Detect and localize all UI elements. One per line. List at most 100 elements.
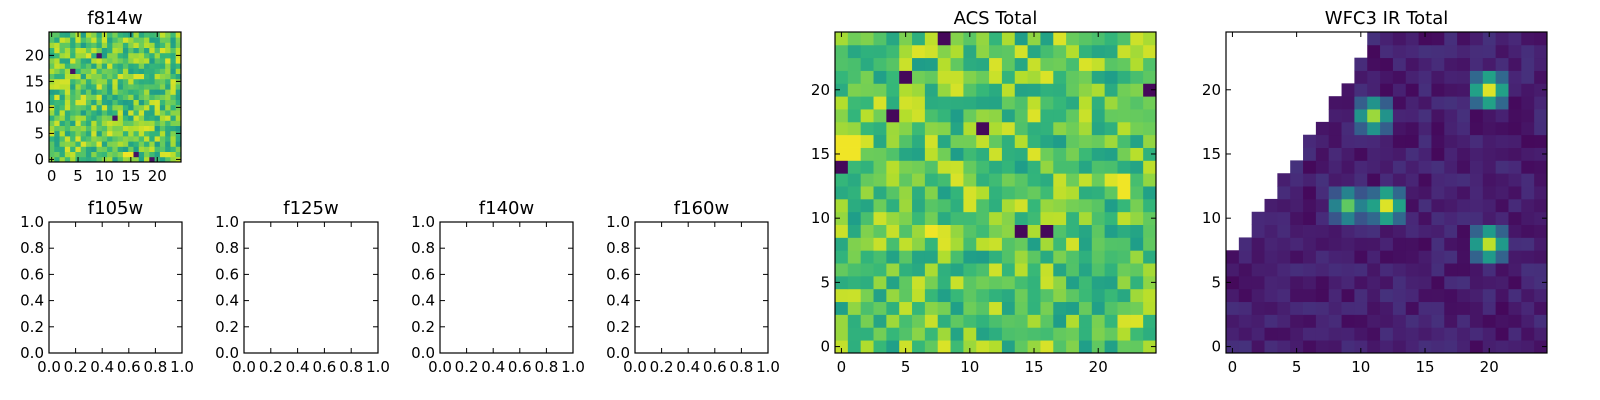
heatmap-cell	[70, 32, 76, 38]
heatmap-cell	[49, 63, 55, 69]
y-tick-label: 0.6	[606, 265, 630, 283]
heatmap-cell	[96, 156, 103, 163]
heatmap-cell	[1418, 83, 1432, 97]
heatmap-cell	[1117, 57, 1131, 71]
heatmap-cell	[1508, 186, 1522, 200]
heatmap-cell	[1040, 250, 1054, 264]
heatmap-cell	[1130, 147, 1144, 161]
heatmap-cell	[976, 198, 990, 213]
x-tick-label: 0	[47, 167, 57, 185]
heatmap-cell	[1264, 224, 1278, 238]
heatmap-cell	[1495, 263, 1509, 277]
heatmap-cell	[133, 63, 140, 69]
heatmap-cell	[1457, 109, 1471, 123]
heatmap-cell	[989, 57, 1003, 71]
heatmap-cell	[835, 83, 849, 97]
heatmap-cell	[1078, 134, 1093, 148]
heatmap-cell	[1508, 96, 1522, 110]
x-tick-label: 0.4	[90, 358, 114, 376]
heatmap-cell	[1392, 211, 1407, 225]
heatmap-cell	[1469, 198, 1484, 213]
heatmap-cell	[85, 37, 92, 43]
heatmap-cell	[963, 198, 977, 213]
heatmap-cell	[1457, 224, 1471, 238]
x-tick-label: 0.6	[312, 358, 336, 376]
heatmap-cell	[1303, 250, 1317, 264]
heatmap-cell	[1521, 121, 1535, 136]
heatmap-cell	[149, 104, 155, 111]
heatmap-cell	[91, 47, 97, 54]
heatmap-cell	[1104, 314, 1118, 328]
heatmap-cell	[963, 134, 977, 148]
heatmap-cell	[1328, 198, 1342, 213]
heatmap-cell	[1040, 211, 1054, 225]
heatmap-cell	[1117, 32, 1131, 46]
heatmap-cell	[138, 47, 145, 54]
heatmap-cell	[149, 37, 155, 43]
heatmap-cell	[1040, 32, 1054, 46]
heatmap-cell	[1001, 288, 1016, 303]
y-tick-label: 0.4	[215, 292, 239, 310]
heatmap-cell	[847, 160, 862, 174]
heatmap-cell	[1251, 288, 1265, 303]
heatmap-cell	[1482, 314, 1497, 328]
heatmap-cell	[989, 160, 1003, 174]
heatmap-cell	[154, 73, 161, 80]
heatmap-cell	[175, 68, 182, 74]
heatmap-cell	[963, 70, 977, 84]
heatmap-cell	[1418, 301, 1432, 315]
heatmap-cell	[1290, 275, 1304, 290]
heatmap-cell	[1104, 327, 1118, 341]
heatmap-cell	[1104, 275, 1118, 290]
heatmap-cell	[159, 99, 166, 106]
heatmap-cell	[899, 96, 913, 110]
heatmap-cell	[133, 104, 140, 111]
x-tick-label: 15	[1024, 358, 1043, 376]
heatmap-cell	[1027, 211, 1041, 225]
heatmap-cell	[1392, 340, 1407, 354]
heatmap-cell	[128, 52, 134, 59]
heatmap-cell	[159, 37, 166, 43]
heatmap-cell	[159, 120, 166, 126]
heatmap-cell	[937, 96, 951, 110]
heatmap-cell	[1431, 288, 1445, 303]
heatmap-cell	[847, 57, 862, 71]
heatmap-cell	[989, 109, 1003, 123]
heatmap-cell	[1341, 237, 1355, 251]
heatmap-cell	[1238, 340, 1253, 354]
heatmap-cell	[59, 110, 66, 116]
heatmap-cell	[886, 96, 900, 110]
heatmap-cell	[175, 151, 182, 158]
heatmap-cell	[170, 115, 177, 121]
heatmap-cell	[912, 32, 926, 46]
heatmap-cell	[1354, 83, 1368, 97]
heatmap-cell	[835, 121, 849, 136]
heatmap-cell	[122, 89, 129, 95]
heatmap-cell	[1482, 250, 1497, 264]
heatmap-cell	[1130, 44, 1144, 59]
heatmap-cell	[1380, 121, 1394, 136]
heatmap-cell	[1014, 250, 1028, 264]
heatmap-cell	[80, 104, 87, 111]
heatmap-cell	[860, 211, 874, 225]
heatmap-cell	[85, 120, 92, 126]
heatmap-cell	[128, 104, 134, 111]
heatmap-cell	[70, 156, 76, 163]
heatmap-cell	[59, 146, 66, 152]
heatmap-cell	[70, 42, 76, 48]
heatmap-cell	[976, 70, 990, 84]
heatmap-cell	[1040, 340, 1054, 354]
heatmap-cell	[159, 47, 166, 54]
heatmap-cell	[64, 156, 71, 163]
heatmap-cell	[924, 57, 939, 71]
heatmap-cell	[91, 136, 97, 142]
heatmap-cell	[128, 151, 134, 158]
heatmap-cell	[159, 136, 166, 142]
heatmap-cell	[149, 146, 155, 152]
heatmap-cell	[1367, 224, 1381, 238]
heatmap-cell	[165, 130, 171, 137]
heatmap-cell	[912, 301, 926, 315]
heatmap-cell	[1001, 263, 1016, 277]
heatmap-cell	[1251, 327, 1265, 341]
heatmap-cell	[1534, 44, 1548, 59]
